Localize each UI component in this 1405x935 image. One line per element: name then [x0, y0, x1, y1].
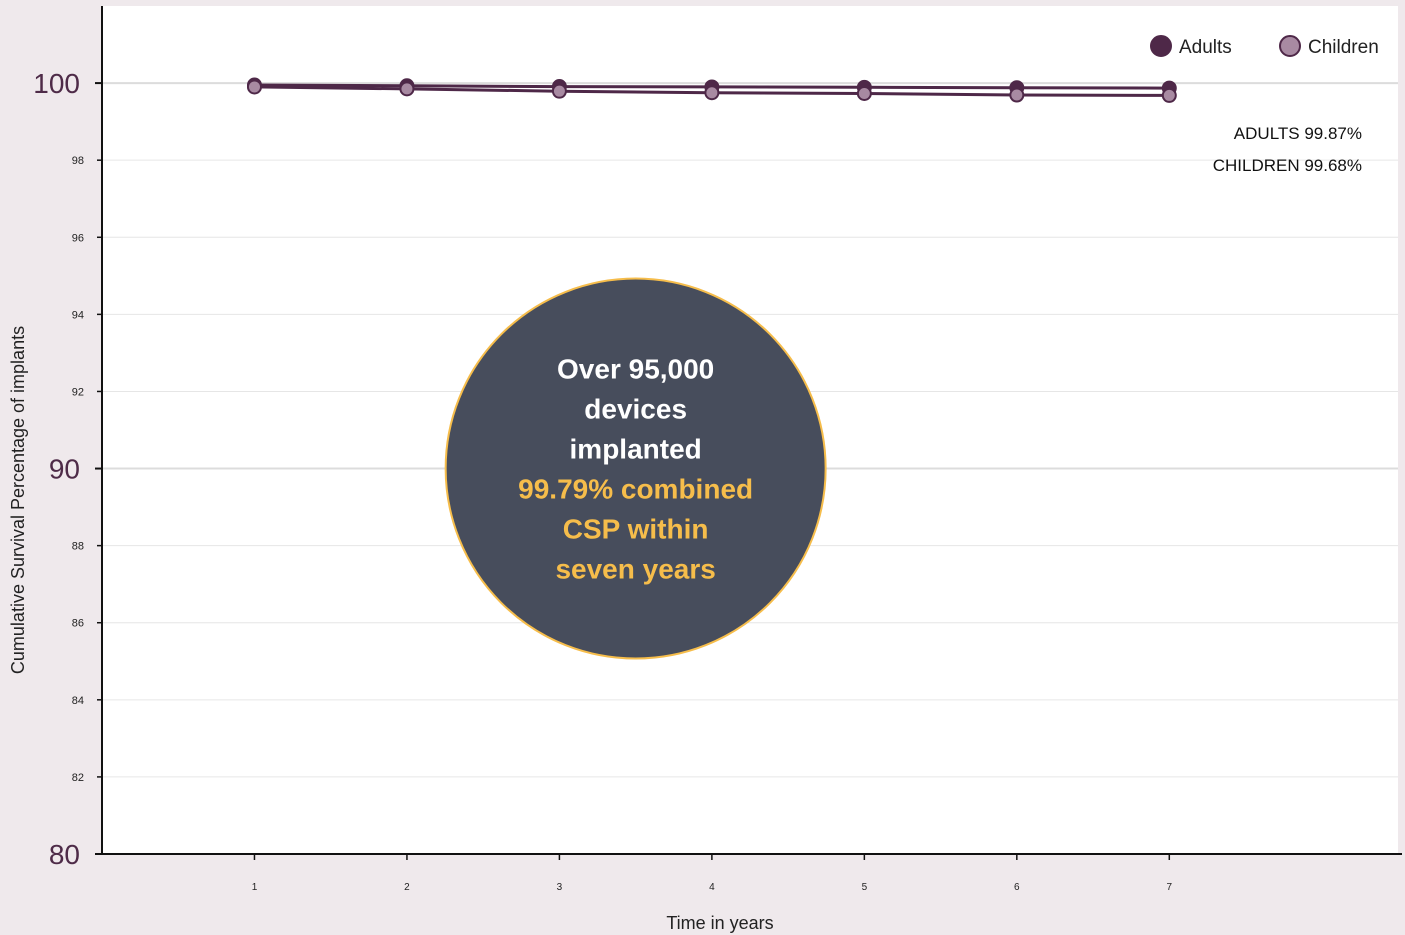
- y-tick-label-84: 84: [72, 695, 84, 707]
- y-tick-label-94: 94: [72, 309, 84, 321]
- callout-text-line-1: Over 95,000: [557, 354, 714, 385]
- y-tick-label-90: 90: [49, 454, 80, 485]
- x-tick-label-6: 6: [1014, 882, 1020, 893]
- x-tick-label-3: 3: [557, 882, 563, 893]
- legend-marker-adults: [1150, 35, 1172, 57]
- callout-text-line-4: 99.79% combined: [518, 474, 753, 505]
- ticks-layer: 80 90 100 82 84 86 88 92 94 96 98 1 2 3 4 5 6 7: [33, 68, 1172, 893]
- adults-final-value-label: ADULTS 99.87%: [1234, 124, 1362, 143]
- legend-layer: Adults Children: [1150, 35, 1379, 58]
- y-tick-label-96: 96: [72, 232, 84, 244]
- y-tick-label-92: 92: [72, 386, 84, 398]
- legend-label-adults: Adults: [1179, 37, 1232, 58]
- data-point-children-2: [399, 81, 415, 97]
- x-tick-label-2: 2: [404, 882, 410, 893]
- legend-label-children: Children: [1308, 37, 1379, 58]
- data-point-children-7: [1161, 87, 1177, 103]
- y-tick-label-82: 82: [72, 772, 84, 784]
- x-tick-label-5: 5: [862, 882, 868, 893]
- y-tick-label-98: 98: [72, 155, 84, 167]
- data-point-children-3: [551, 83, 567, 99]
- series-layer: [246, 77, 1177, 103]
- y-tick-label-80: 80: [49, 839, 80, 870]
- y-axis-title: Cumulative Survival Percentage of implan…: [8, 326, 28, 674]
- y-tick-label-88: 88: [72, 541, 84, 553]
- axes-layer: [101, 6, 1402, 855]
- labels-layer: Time in years Cumulative Survival Percen…: [8, 124, 1362, 933]
- y-tick-label-100: 100: [33, 68, 80, 99]
- callout-circle: [444, 277, 827, 660]
- x-tick-label-4: 4: [709, 882, 715, 893]
- x-tick-label-7: 7: [1167, 882, 1173, 893]
- callout-text-line-3: implanted: [570, 434, 702, 465]
- data-point-children-5: [856, 85, 872, 101]
- callout-layer: Over 95,000 devices implanted 99.79% combin…: [444, 277, 827, 660]
- callout-text-line-5: CSP within: [563, 514, 709, 545]
- data-point-children-6: [1009, 87, 1025, 103]
- data-point-children-4: [704, 85, 720, 101]
- callout-text-line-6: seven years: [555, 554, 715, 585]
- data-point-children-1: [246, 79, 262, 95]
- x-axis-title: Time in years: [666, 913, 773, 933]
- children-final-value-label: CHILDREN 99.68%: [1213, 156, 1362, 175]
- y-tick-label-86: 86: [72, 618, 84, 630]
- x-tick-label-1: 1: [252, 882, 258, 893]
- callout-text-line-2: devices: [584, 394, 687, 425]
- legend-marker-children: [1279, 35, 1301, 57]
